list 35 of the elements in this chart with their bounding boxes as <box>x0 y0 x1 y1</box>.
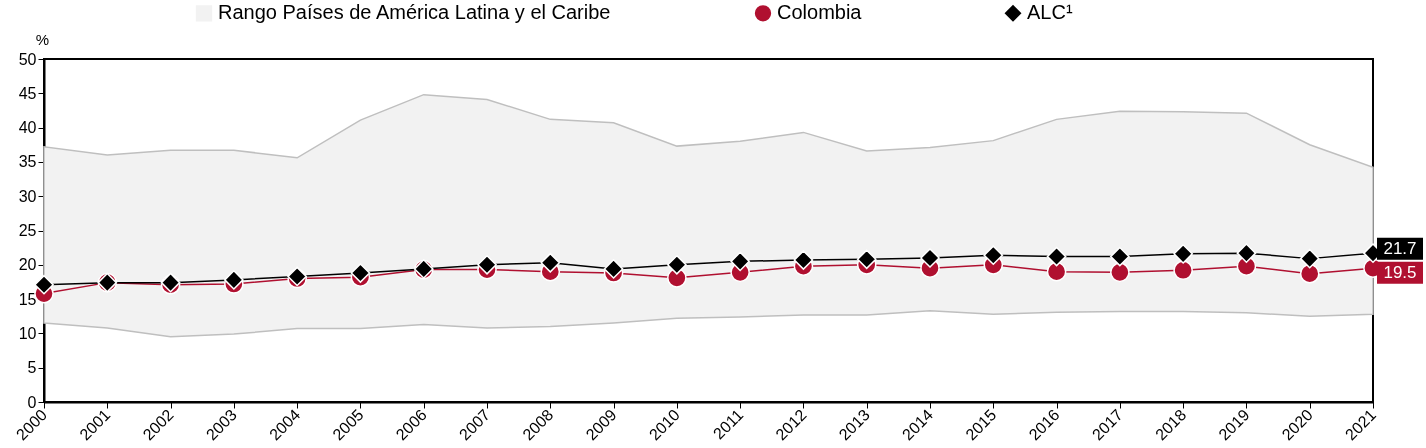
point <box>34 274 54 295</box>
point <box>1299 248 1320 269</box>
point <box>983 245 1004 266</box>
point <box>856 249 877 270</box>
data-label: 21.7 <box>1383 238 1417 258</box>
point <box>1299 263 1320 284</box>
point <box>1110 262 1130 283</box>
point <box>667 254 687 275</box>
point <box>1236 243 1257 263</box>
y-tick-label: 40 <box>18 119 37 137</box>
point <box>1110 246 1130 267</box>
legend-label: Rango Países de América Latina y el Caribe <box>218 1 611 24</box>
legend-label: Colombia <box>777 1 863 24</box>
point <box>1173 260 1193 281</box>
y-tick-label: 5 <box>27 359 37 377</box>
point <box>477 254 497 275</box>
point <box>920 248 940 268</box>
y-axis-title: % <box>35 30 50 48</box>
point <box>793 250 814 270</box>
point <box>1046 261 1067 282</box>
point <box>1173 243 1193 264</box>
data-label: 19.5 <box>1383 262 1417 282</box>
legend-label: ALC¹ <box>1027 1 1073 24</box>
y-tick-label: 20 <box>18 256 37 274</box>
point <box>1046 246 1067 267</box>
y-tick-label: 25 <box>18 222 37 239</box>
point <box>540 252 561 273</box>
y-tick-label: 0 <box>27 393 37 411</box>
y-tick-label: 50 <box>18 50 37 68</box>
y-tick-label: 35 <box>18 153 37 171</box>
y-tick-label: 15 <box>18 290 37 308</box>
y-tick-label: 45 <box>18 84 37 102</box>
y-tick-label: 30 <box>18 187 37 205</box>
y-tick-label: 10 <box>18 324 37 342</box>
point <box>730 251 750 272</box>
